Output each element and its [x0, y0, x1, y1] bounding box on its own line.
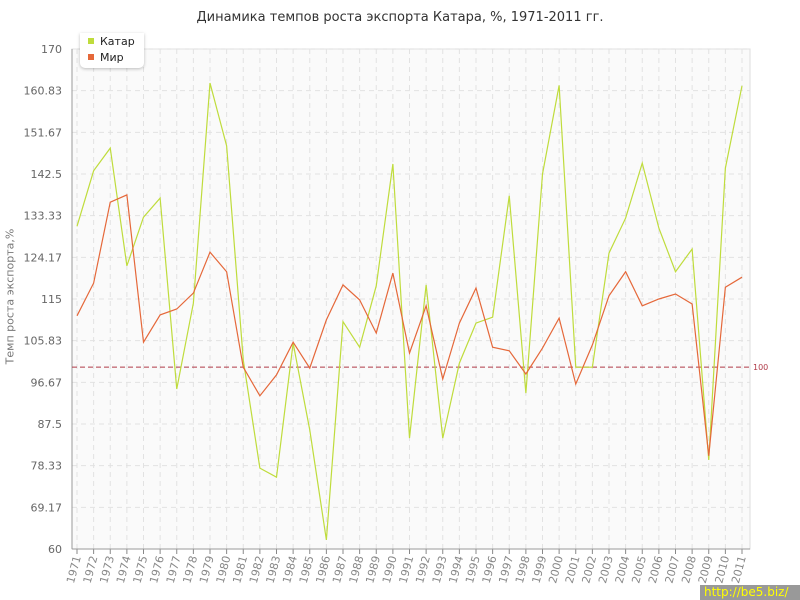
legend-label: Катар: [100, 34, 135, 48]
y-tick-label: 96.67: [31, 376, 63, 389]
y-tick-label: 87.5: [38, 418, 63, 431]
y-tick-label: 142.5: [31, 168, 63, 181]
legend-item-qatar[interactable]: Катар: [80, 33, 144, 49]
reference-line-label: 100: [753, 363, 768, 372]
legend-item-world[interactable]: Мир: [80, 49, 144, 65]
legend-label: Мир: [100, 50, 124, 64]
y-tick-label: 170: [41, 43, 62, 56]
legend-swatch: [88, 38, 94, 44]
y-tick-label: 69.17: [31, 501, 63, 514]
y-tick-label: 133.33: [24, 210, 63, 223]
y-tick-label: 105.83: [24, 335, 63, 348]
watermark[interactable]: http://be5.biz/: [700, 585, 800, 600]
y-tick-label: 115: [41, 293, 62, 306]
y-tick-label: 160.83: [24, 85, 63, 98]
legend: Катар Мир: [80, 33, 144, 68]
y-tick-label: 124.17: [24, 251, 63, 264]
legend-swatch: [88, 54, 94, 60]
y-axis-label: Темп роста экспорта,%: [3, 228, 17, 365]
x-tick-label: 2011: [729, 554, 749, 584]
y-tick-label: 78.33: [31, 460, 63, 473]
chart-title: Динамика темпов роста экспорта Катара, %…: [196, 10, 604, 25]
y-tick-label: 60: [48, 543, 62, 556]
y-tick-label: 151.67: [24, 126, 63, 139]
